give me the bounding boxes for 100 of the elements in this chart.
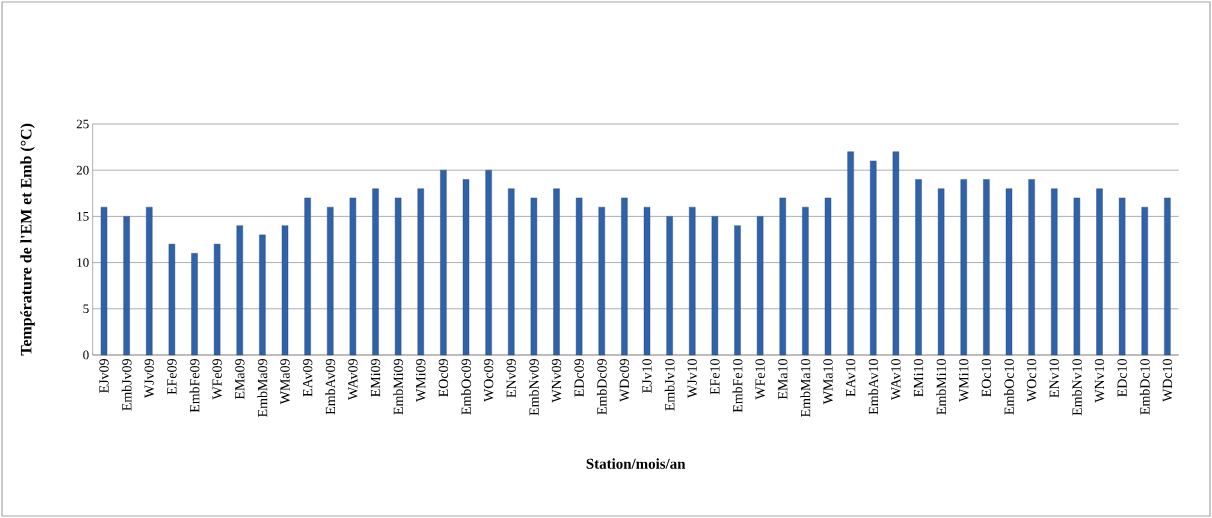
x-tick-label: WFe09 <box>212 359 222 400</box>
x-tick-label: EJv10 <box>642 359 652 393</box>
bar <box>530 197 538 356</box>
x-tick-label: WNv09 <box>551 359 562 403</box>
bar <box>870 160 877 356</box>
bar <box>983 179 990 356</box>
bar <box>756 216 764 356</box>
x-tick-label: EMa10 <box>778 359 788 400</box>
bar <box>417 188 424 356</box>
bar <box>689 206 696 356</box>
bar <box>779 197 786 356</box>
x-tick-label: EJv09 <box>99 359 109 393</box>
x-tick-label: WNv10 <box>1094 359 1105 403</box>
x-tick-label: EMi10 <box>913 359 924 397</box>
bar <box>1051 188 1058 356</box>
bar <box>598 206 605 356</box>
bar <box>1073 197 1081 356</box>
x-tick-label: EmbDc09 <box>596 359 607 415</box>
x-tick-label: WJv10 <box>687 359 698 398</box>
bar <box>462 179 470 356</box>
x-tick-label: ENv09 <box>506 359 516 398</box>
y-tick-label: 15 <box>77 212 89 221</box>
bar <box>1005 188 1013 356</box>
bar <box>575 197 583 356</box>
x-tick-label: EmbDc10 <box>1139 359 1150 415</box>
x-tick-label: WDc09 <box>619 359 630 402</box>
x-tick-label: WDc10 <box>1162 359 1173 402</box>
x-tick-label: EmbMi09 <box>393 359 404 415</box>
bar <box>847 151 854 356</box>
bar <box>802 206 809 356</box>
bar <box>937 188 945 356</box>
x-axis-title: Station/mois/an <box>586 458 686 469</box>
bar <box>213 243 221 356</box>
bar <box>553 188 560 356</box>
bar <box>915 179 922 356</box>
bar <box>485 169 492 356</box>
x-tick-label: WJv09 <box>144 359 155 398</box>
bar <box>304 197 311 356</box>
y-tick-label: 10 <box>77 258 89 267</box>
x-tick-label: WMi10 <box>959 359 969 402</box>
bar <box>1096 188 1103 356</box>
bar <box>643 206 651 356</box>
bar <box>100 206 108 356</box>
bar <box>168 243 176 356</box>
x-tick-label: EmbAv10 <box>868 359 879 415</box>
bar <box>349 197 357 356</box>
bar <box>734 225 741 356</box>
bar <box>621 197 628 356</box>
y-tick-label: 0 <box>83 350 89 360</box>
x-tick-label: EmbOc09 <box>461 359 471 415</box>
y-axis-title: Température de l'EM et Emb (°C) <box>20 123 35 356</box>
x-tick-label: EmbMa10 <box>800 359 811 417</box>
x-tick-label: EMi09 <box>370 359 381 397</box>
x-tick-label: EmbFe10 <box>732 359 743 413</box>
bar <box>259 234 266 356</box>
y-tick-label: 5 <box>83 304 89 314</box>
bar <box>1141 206 1148 356</box>
bar <box>327 206 334 356</box>
x-tick-label: EMa09 <box>235 359 245 400</box>
x-tick-label: EmbMi10 <box>936 359 947 415</box>
x-tick-label: EDc09 <box>574 359 584 397</box>
x-tick-label: EmbMa09 <box>257 359 268 417</box>
y-tick-label: 25 <box>76 119 89 129</box>
x-tick-label: WFe10 <box>755 359 765 400</box>
bar <box>666 216 673 356</box>
x-tick-label: EmbFe09 <box>189 359 200 413</box>
x-tick-label: EmbOc10 <box>1004 359 1014 415</box>
x-tick-label: ENv10 <box>1049 359 1059 398</box>
x-tick-label: EDc10 <box>1117 359 1127 397</box>
x-tick-label: WAv10 <box>891 359 901 401</box>
bar <box>1118 197 1126 356</box>
x-tick-label: EAv09 <box>302 359 313 397</box>
x-tick-label: EOc09 <box>438 359 449 397</box>
x-tick-label: WOc09 <box>483 359 494 402</box>
x-tick-label: EmbNv09 <box>528 359 539 416</box>
x-tick-label: EOc10 <box>981 359 992 397</box>
x-tick-label: WAv09 <box>348 359 358 401</box>
bar <box>892 151 900 356</box>
x-tick-label: EFe10 <box>710 359 720 395</box>
bar <box>440 169 447 356</box>
x-tick-label: EmbAv09 <box>325 359 336 415</box>
bar <box>508 188 515 356</box>
x-tick-label: EmbNv10 <box>1071 359 1082 416</box>
bar <box>281 225 289 356</box>
x-tick-label: WMi09 <box>416 359 426 402</box>
bar <box>146 206 153 356</box>
x-tick-label: EAv10 <box>845 359 856 397</box>
x-tick-label: EmbJv10 <box>664 359 675 411</box>
x-tick-label: WMa10 <box>823 359 833 405</box>
x-tick-label: EFe09 <box>167 359 177 395</box>
bar <box>1164 197 1171 356</box>
bar <box>394 197 402 356</box>
x-tick-label: EmbJv09 <box>121 359 132 411</box>
bar <box>236 225 243 356</box>
bar <box>123 216 130 356</box>
x-tick-label: WOc10 <box>1026 359 1037 402</box>
y-tick-label: 20 <box>76 165 89 175</box>
bar <box>191 253 198 356</box>
x-tick-label: WMa09 <box>280 359 290 405</box>
bar <box>1028 179 1035 356</box>
